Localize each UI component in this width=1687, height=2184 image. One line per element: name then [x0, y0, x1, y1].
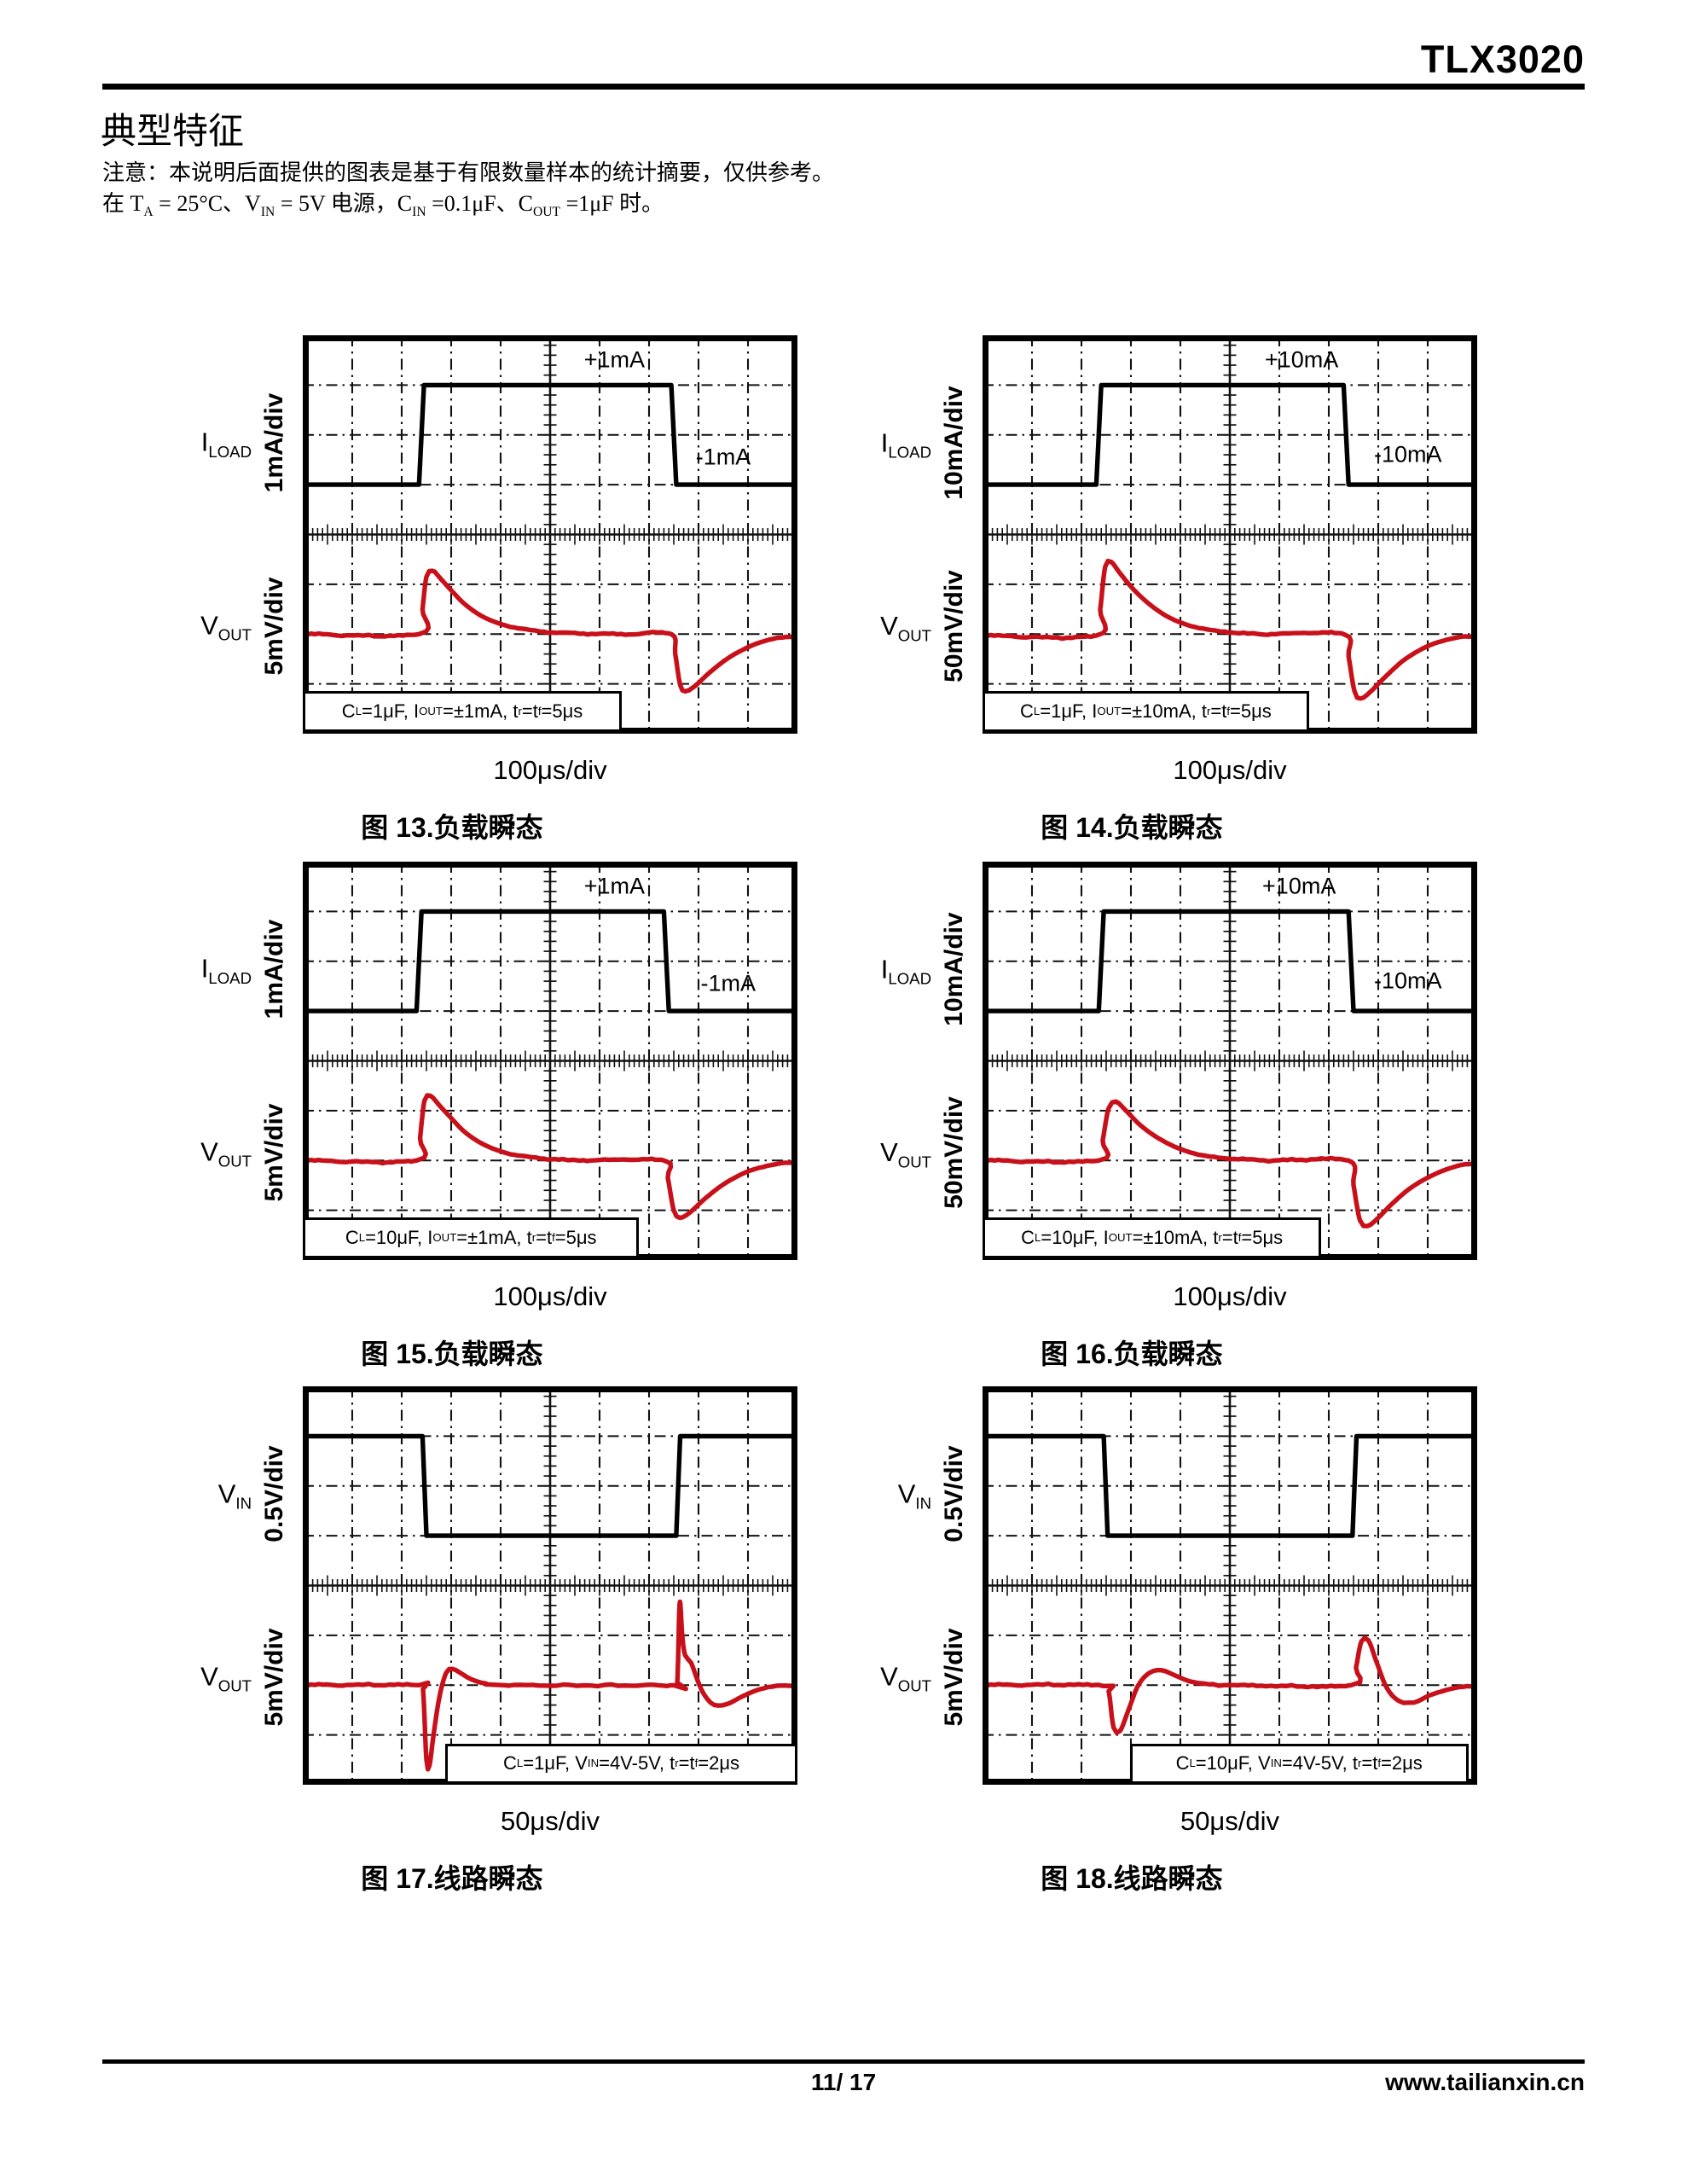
channel-2-label-group: VOUT 5mV/div: [200, 1103, 289, 1201]
footer-website: www.tailianxin.cn: [1385, 2069, 1585, 2095]
figure-caption: 图 18.线路瞬态: [1041, 1863, 1223, 1894]
scope-grid: [983, 862, 1477, 1260]
channel-2-label-group: VOUT 50mV/div: [880, 1096, 969, 1209]
test-conditions-annotation: C L =1μF, I OUT =±10mA, t r =t f =5μs: [983, 691, 1309, 732]
channel-1-label-group: ILOAD 10mA/div: [881, 386, 969, 499]
oscilloscope-figure: ILOAD 10mA/div VOUT 50mV/div +10mA -10mA C…: [786, 862, 1477, 1412]
channel-1-scale: 10mA/div: [940, 912, 968, 1026]
channel-labels: ILOAD 10mA/div VOUT 50mV/div: [786, 335, 983, 734]
channel-1-scale: 1mA/div: [260, 392, 288, 493]
channel-labels: VIN 0.5V/div VOUT 5mV/div: [786, 1386, 983, 1785]
figure-caption: 图 16.负载瞬态: [1041, 1339, 1223, 1369]
channel-1-name: ILOAD: [880, 427, 931, 462]
channel-2-label-group: VOUT 5mV/div: [200, 1628, 289, 1726]
level-label: -1mA: [700, 970, 757, 996]
channel-1-label-group: ILOAD 1mA/div: [201, 920, 289, 1019]
channel-1-label-group: ILOAD 1mA/div: [201, 393, 289, 493]
scope-plot: +10mA -10mA C L =1μF, I OUT =±10mA, t r =t f =5μs: [983, 335, 1477, 734]
scope-plot: +1mA -1mA C L =10μF, I OUT =±1mA, t r =t f =5μs: [303, 862, 797, 1260]
x-scale-label: 50μs/div: [1180, 1806, 1280, 1836]
scope-plot: +10mA -10mA C L =10μF, I OUT =±10mA, t r =t f =5μs: [983, 862, 1477, 1260]
channel-2-name: VOUT: [880, 610, 931, 645]
channel-2-label-group: VOUT 5mV/div: [880, 1628, 969, 1726]
channel-2-scale: 5mV/div: [260, 577, 288, 676]
channel-labels: ILOAD 1mA/div VOUT 5mV/div: [107, 862, 303, 1260]
channel-2-name: VOUT: [880, 1136, 931, 1171]
level-label: -10mA: [1374, 441, 1442, 468]
level-label: +1mA: [583, 873, 646, 899]
scope-grid: [303, 862, 797, 1260]
channel-1-name: ILOAD: [880, 954, 931, 988]
channel-1-scale: 1mA/div: [260, 919, 288, 1019]
product-title: TLX3020: [1420, 38, 1585, 81]
channel-1-name: ILOAD: [200, 427, 252, 462]
x-scale-label: 100μs/div: [1173, 1281, 1287, 1311]
note-line-1: 注意：本说明后面提供的图表是基于有限数量样本的统计摘要，仅供参考。: [102, 160, 835, 185]
channel-labels: ILOAD 10mA/div VOUT 50mV/div: [786, 862, 983, 1260]
channel-labels: ILOAD 1mA/div VOUT 5mV/div: [107, 335, 303, 734]
oscilloscope-figure: ILOAD 1mA/div VOUT 5mV/div +1mA -1mA C L =1μ…: [107, 335, 797, 886]
channel-1-scale: 0.5V/div: [260, 1445, 288, 1542]
header-rule: [102, 84, 1585, 90]
test-conditions-annotation: C L =10μF, I OUT =±10mA, t r =t f =5μs: [983, 1217, 1322, 1258]
channel-2-name: VOUT: [200, 1136, 252, 1171]
channel-1-label-group: VIN 0.5V/div: [898, 1445, 969, 1542]
oscilloscope-figure: ILOAD 1mA/div VOUT 5mV/div +1mA -1mA C L =10…: [107, 862, 797, 1412]
scope-grid: [983, 335, 1477, 734]
channel-2-scale: 5mV/div: [260, 1628, 288, 1727]
channel-2-scale: 5mV/div: [940, 1628, 968, 1727]
x-scale-label: 100μs/div: [493, 1281, 607, 1311]
channel-1-label-group: ILOAD 10mA/div: [881, 912, 969, 1025]
figure-caption: 图 14.负载瞬态: [1041, 812, 1223, 843]
channel-1-name: VIN: [217, 1478, 252, 1513]
oscilloscope-figure: ILOAD 10mA/div VOUT 50mV/div +10mA -10mA C…: [786, 335, 1477, 886]
scope-grid: [303, 1386, 797, 1785]
channel-2-name: VOUT: [200, 610, 252, 645]
level-label: +10mA: [1262, 873, 1336, 899]
oscilloscope-figure: VIN 0.5V/div VOUT 5mV/div C L =1μF, V IN =4V…: [107, 1386, 797, 1937]
channel-1-name: VIN: [897, 1478, 931, 1513]
channel-2-scale: 50mV/div: [940, 570, 968, 682]
channel-2-scale: 50mV/div: [940, 1096, 968, 1209]
channel-2-name: VOUT: [200, 1661, 252, 1696]
section-title: 典型特征: [101, 113, 245, 152]
channel-2-name: VOUT: [880, 1661, 931, 1696]
figure-caption: 图 13.负载瞬态: [361, 812, 543, 843]
channel-2-label-group: VOUT 50mV/div: [880, 570, 969, 682]
x-scale-label: 100μs/div: [1173, 755, 1287, 785]
figure-caption: 图 17.线路瞬态: [361, 1863, 543, 1894]
channel-1-label-group: VIN 0.5V/div: [218, 1445, 289, 1542]
x-scale-label: 100μs/div: [493, 755, 607, 785]
level-label: +10mA: [1264, 346, 1339, 373]
note-line-2: 在 TA = 25°C、VIN = 5V 电源，CIN =0.1μF、COUT …: [102, 191, 664, 220]
scope-grid: [983, 1386, 1477, 1785]
x-scale-label: 50μs/div: [500, 1806, 600, 1836]
figure-caption: 图 15.负载瞬态: [361, 1339, 543, 1369]
channel-2-label-group: VOUT 5mV/div: [200, 577, 289, 675]
channel-1-scale: 0.5V/div: [940, 1445, 968, 1542]
test-conditions-annotation: C L =10μF, I OUT =±1mA, t r =t f =5μs: [303, 1217, 640, 1258]
channel-1-name: ILOAD: [200, 954, 252, 988]
channel-1-scale: 10mA/div: [940, 386, 968, 500]
scope-plot: C L =10μF, V IN =4V-5V, t r =t f =2μs: [983, 1386, 1477, 1785]
scope-plot: C L =1μF, V IN =4V-5V, t r =t f =2μs: [303, 1386, 797, 1785]
footer-rule: [102, 2059, 1585, 2064]
level-label: -10mA: [1374, 967, 1442, 994]
test-conditions-annotation: C L =10μF, V IN =4V-5V, t r =t f =2μs: [1129, 1744, 1469, 1784]
oscilloscope-figure: VIN 0.5V/div VOUT 5mV/div C L =10μF, V IN =4…: [786, 1386, 1477, 1937]
scope-plot: +1mA -1mA C L =1μF, I OUT =±1mA, t r =t f =5μs: [303, 335, 797, 734]
test-conditions-annotation: C L =1μF, V IN =4V-5V, t r =t f =2μs: [445, 1744, 797, 1784]
channel-2-scale: 5mV/div: [260, 1103, 288, 1202]
level-label: -1mA: [695, 444, 751, 470]
scope-grid: [303, 335, 797, 734]
level-label: +1mA: [583, 346, 646, 373]
test-conditions-annotation: C L =1μF, I OUT =±1mA, t r =t f =5μs: [303, 691, 623, 732]
page-number: 11/ 17: [810, 2069, 877, 2095]
channel-labels: VIN 0.5V/div VOUT 5mV/div: [107, 1386, 303, 1785]
